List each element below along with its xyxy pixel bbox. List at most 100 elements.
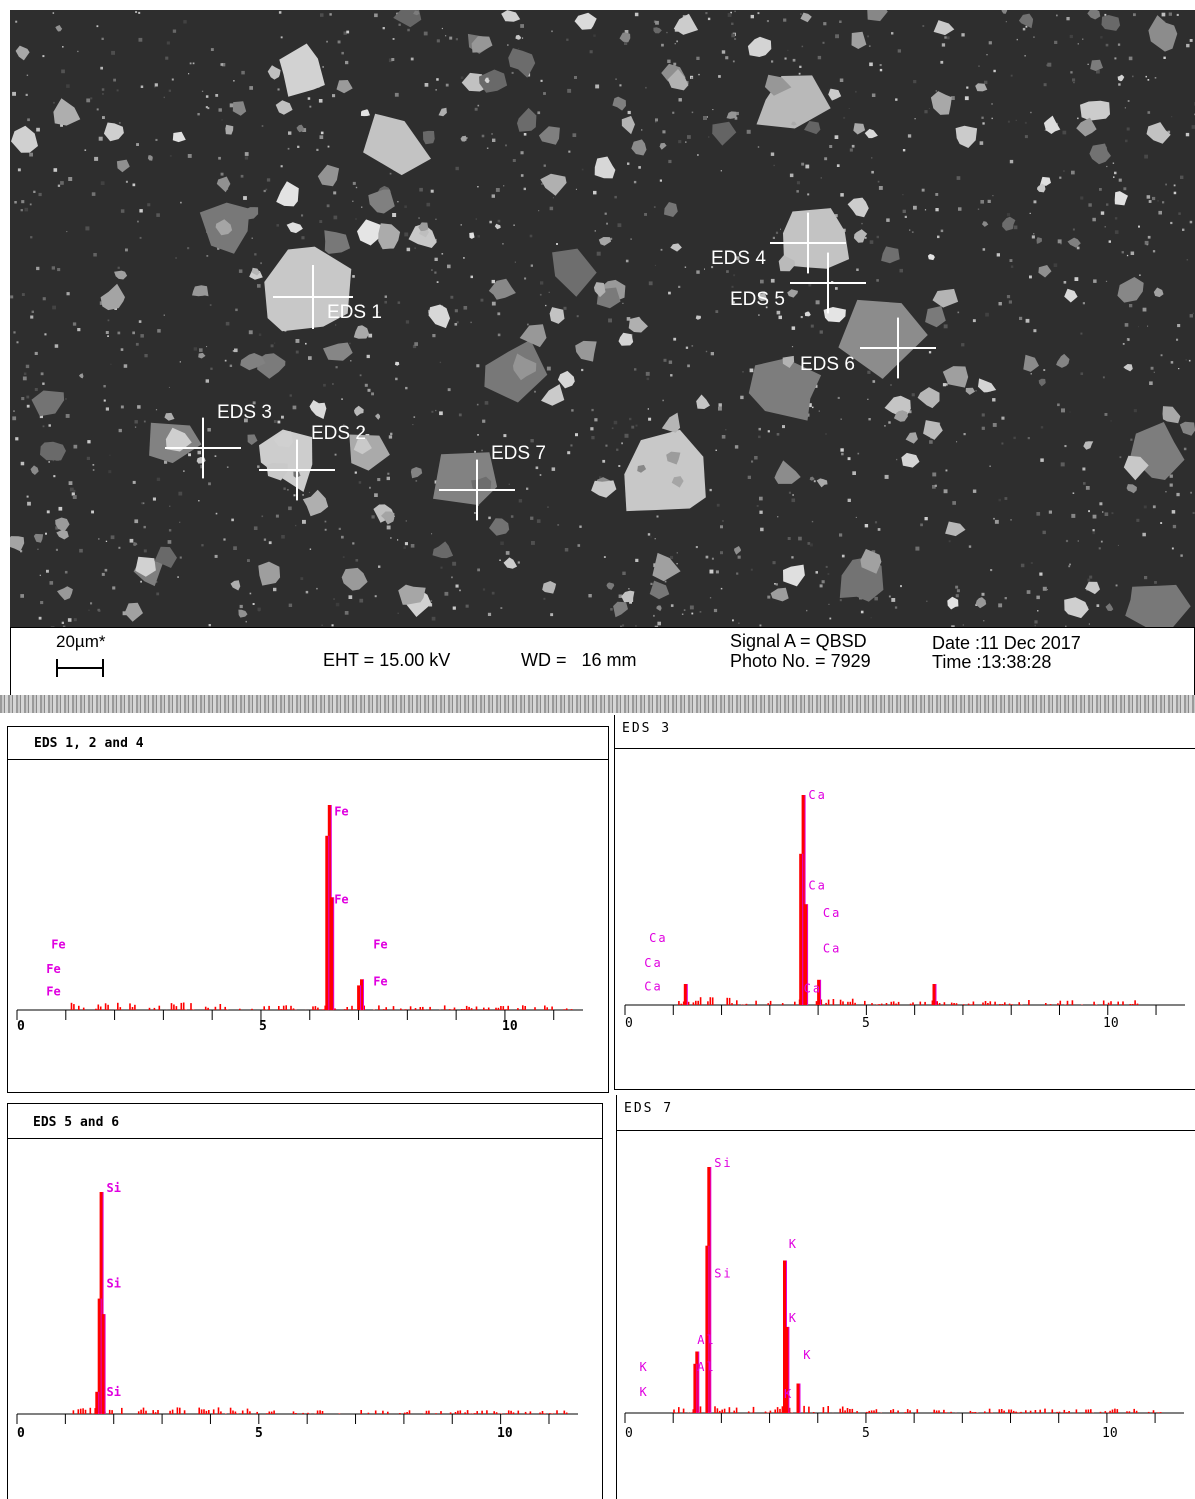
spectrum-bar	[974, 1412, 976, 1413]
spectrum-bar	[1133, 1408, 1135, 1413]
eht-value: EHT = 15.00 kV	[323, 650, 451, 670]
particle	[1018, 13, 1034, 29]
particle	[671, 476, 684, 488]
x-tick-label: 5	[862, 1016, 870, 1031]
particle	[667, 69, 689, 91]
element-label: K	[784, 1387, 793, 1401]
spectrum-bar	[408, 1410, 411, 1414]
spectrum-bar	[70, 1002, 73, 1010]
spectrum-bar	[841, 1406, 844, 1413]
particle	[606, 582, 615, 590]
date-value: Date :11 Dec 2017	[932, 633, 1081, 653]
spectrum-bar	[316, 1410, 319, 1414]
spectrum-bar	[692, 1409, 695, 1413]
spectrum-bar	[972, 1412, 974, 1413]
spectrum-bar	[551, 1413, 553, 1414]
spectrum-bar	[747, 1411, 750, 1413]
particle	[978, 378, 997, 393]
spectrum-bar	[991, 1412, 993, 1413]
spectrum-bar	[854, 1002, 856, 1005]
spectrum-bar	[935, 1410, 938, 1413]
particle	[15, 45, 30, 61]
eds-2-label: EDS 2	[311, 423, 366, 444]
spectrum-bar	[399, 1413, 401, 1414]
particle	[1056, 353, 1070, 368]
particle	[1123, 364, 1133, 372]
particle	[942, 366, 969, 388]
particle	[276, 181, 299, 207]
particle	[1117, 277, 1144, 303]
particle	[230, 580, 241, 591]
spectrum-bar	[544, 1413, 546, 1414]
spectrum-bar	[457, 1410, 459, 1414]
spectrum-bar	[319, 1410, 321, 1414]
particle	[273, 431, 293, 448]
particle	[1162, 406, 1181, 424]
spectrum-bar	[367, 1412, 370, 1414]
spectrum-bar	[1058, 1411, 1061, 1413]
spectrum-bar	[504, 1009, 507, 1010]
spectrum-bar	[687, 1001, 690, 1005]
spectrum-bar	[404, 1009, 407, 1010]
spectrum-bar	[249, 1411, 251, 1414]
spectrum-bar	[351, 1005, 353, 1010]
particle	[302, 489, 329, 517]
particle	[1114, 191, 1128, 206]
spectrum-bar	[728, 997, 731, 1005]
spectrum-bar	[435, 1413, 437, 1414]
spectrum-bar	[563, 1410, 566, 1414]
spectrum-bar	[121, 1407, 123, 1414]
spectrum-bar	[1051, 1409, 1054, 1413]
spectrum-peak	[817, 979, 821, 1005]
particle	[375, 413, 381, 420]
spectrum-bar	[360, 1410, 362, 1414]
spectrum-bar	[317, 1007, 319, 1010]
particle	[57, 586, 73, 601]
spectrum-bar	[1003, 1410, 1005, 1413]
spectrum-bar	[409, 1006, 412, 1010]
eds-6-label: EDS 6	[800, 354, 855, 375]
particle	[927, 253, 935, 261]
spectrum-bar	[1107, 1002, 1110, 1005]
spectrum-peak	[325, 835, 329, 1011]
title-divider	[8, 1138, 602, 1139]
spectrum-chart: 0 5 10 Fe Fe Fe Fe Fe Fe Fe	[16, 804, 583, 1034]
spectrum-bar	[678, 1001, 680, 1005]
spectrum-bar	[865, 1411, 868, 1413]
spectrum-bar	[82, 1408, 84, 1414]
particle	[1126, 484, 1137, 494]
spectrum-bar	[1104, 1411, 1107, 1413]
particle	[433, 452, 498, 506]
particle	[712, 121, 737, 146]
particle	[930, 91, 952, 115]
spectrum-bar	[170, 1003, 173, 1010]
spectrum-chart: 0 5 10 Si Si Si	[16, 1181, 578, 1441]
spectrum-bar	[779, 1408, 781, 1413]
particle	[670, 243, 682, 252]
element-label: Fe	[334, 804, 348, 818]
spectrum-bar	[493, 1411, 495, 1414]
spectrum-bar	[733, 1410, 735, 1413]
spectrum-bar	[904, 1412, 907, 1413]
particle	[1037, 183, 1046, 193]
element-label: Ca	[644, 956, 662, 970]
spectrum-bar	[524, 1006, 526, 1010]
spectrum-bar	[1157, 1412, 1160, 1413]
particle	[323, 342, 353, 361]
spectrum-bar	[767, 1412, 769, 1413]
particle	[782, 355, 795, 368]
particle	[847, 197, 869, 218]
spectrum-bar	[878, 1004, 880, 1005]
spectrum-bar	[208, 1410, 210, 1414]
particle	[135, 556, 156, 577]
spectrum-bar	[1034, 1410, 1037, 1413]
spectrum-bar	[171, 1409, 174, 1414]
spectrum-bar	[251, 1008, 253, 1010]
particle	[619, 32, 631, 43]
particle	[266, 463, 288, 481]
spectrum-chart: 0 5 10 Ca Ca Ca Ca Ca Ca Ca Ca	[624, 788, 1185, 1031]
spectrum-bar	[321, 1411, 324, 1414]
particle	[501, 10, 521, 22]
spectrum-bar	[145, 1410, 147, 1414]
particle	[124, 602, 143, 622]
